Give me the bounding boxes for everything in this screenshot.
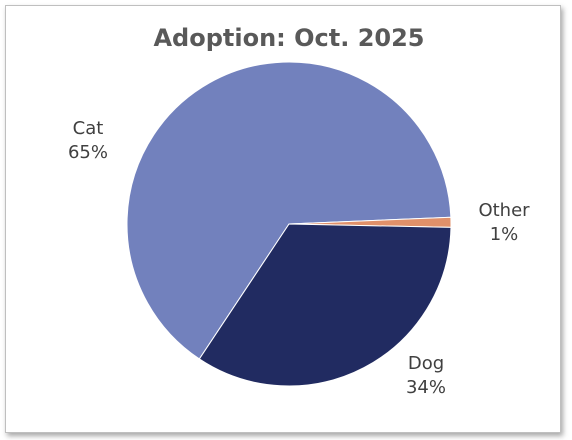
slice-label-cat: Cat [73, 118, 104, 139]
pie-slice-dog [198, 223, 452, 387]
pie-chart: Adoption: Oct. 2025 Cat 65% Other 1% Dog 34% [68, 24, 530, 398]
slice-percent-dog: 34% [406, 377, 446, 398]
pie-labels: Cat 65% Other 1% Dog 34% [68, 118, 530, 398]
slice-label-dog: Dog [408, 353, 444, 374]
slice-percent-other: 1% [490, 224, 519, 245]
pie-slices [126, 61, 452, 387]
chart-frame: Adoption: Oct. 2025 Cat 65% Other 1% Dog 34% [5, 5, 561, 433]
chart-title: Adoption: Oct. 2025 [153, 24, 424, 52]
pie-slice-cat [126, 61, 452, 360]
slice-percent-cat: 65% [68, 142, 108, 163]
slice-label-other: Other [478, 200, 530, 221]
